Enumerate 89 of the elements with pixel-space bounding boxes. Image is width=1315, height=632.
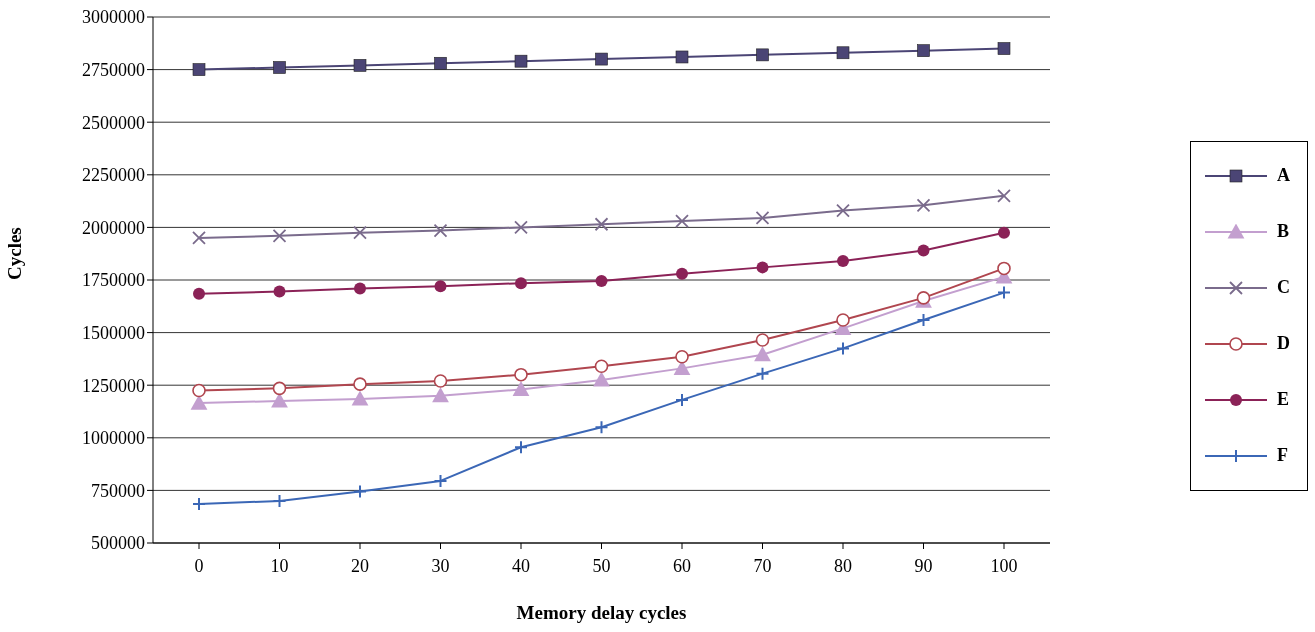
- point: [192, 383, 206, 398]
- point: [836, 203, 850, 218]
- legend-label: D: [1277, 333, 1290, 354]
- x-tick-label: 100: [990, 555, 1018, 576]
- point: [594, 217, 609, 232]
- point: [433, 374, 448, 388]
- point: [675, 350, 689, 364]
- y-tick-label: 2750000: [82, 59, 145, 80]
- y-tick-label: 500000: [91, 533, 145, 554]
- point: [514, 220, 528, 235]
- point: [193, 287, 205, 300]
- x-tick-label: 80: [834, 555, 852, 576]
- point: [594, 420, 609, 435]
- point: [433, 223, 448, 238]
- y-tick-label: 2250000: [82, 165, 145, 186]
- point: [595, 275, 608, 288]
- x-tick-label: 10: [270, 555, 289, 576]
- x-tick-label: 0: [194, 555, 204, 576]
- legend-label: A: [1277, 165, 1290, 186]
- point: [515, 277, 527, 290]
- point: [514, 440, 528, 455]
- point: [192, 497, 206, 512]
- point: [917, 244, 930, 257]
- x-axis-title: Memory delay cycles: [516, 602, 687, 623]
- point: [432, 387, 449, 403]
- legend-label: C: [1277, 277, 1290, 298]
- x-tick-label: 20: [351, 555, 369, 576]
- point: [997, 188, 1011, 203]
- point: [593, 371, 610, 387]
- point: [594, 359, 609, 374]
- point: [998, 226, 1010, 239]
- point: [353, 225, 367, 240]
- point: [353, 377, 367, 391]
- point: [756, 48, 769, 62]
- point: [354, 282, 366, 295]
- point: [754, 346, 771, 362]
- point: [272, 381, 287, 396]
- point: [755, 211, 770, 225]
- point: [434, 56, 447, 70]
- x-tick-label: 60: [673, 555, 691, 576]
- point: [676, 267, 688, 280]
- point: [192, 63, 206, 76]
- point: [917, 44, 930, 57]
- point: [514, 367, 528, 382]
- point: [273, 61, 286, 74]
- point: [836, 341, 850, 356]
- y-axis-title: Cycles: [3, 227, 25, 280]
- point: [433, 473, 448, 488]
- point: [675, 50, 689, 64]
- legend-label: E: [1277, 389, 1290, 410]
- point: [434, 280, 447, 293]
- x-tick-label: 90: [914, 555, 933, 576]
- point: [272, 228, 287, 243]
- point: [997, 42, 1011, 55]
- point: [512, 381, 530, 397]
- x-tick-label: 30: [431, 555, 450, 576]
- point: [997, 261, 1011, 276]
- point: [997, 285, 1011, 300]
- point: [192, 231, 206, 245]
- y-tick-label: 1250000: [82, 375, 145, 396]
- x-tick-label: 40: [512, 555, 530, 576]
- y-tick-label: 1750000: [82, 270, 145, 291]
- point: [675, 214, 689, 228]
- y-tick-label: 1500000: [82, 322, 145, 343]
- point: [353, 59, 367, 72]
- legend-label: F: [1277, 445, 1288, 466]
- point: [595, 52, 608, 66]
- point: [272, 493, 287, 508]
- point: [836, 46, 850, 60]
- point: [755, 333, 770, 347]
- point: [353, 484, 367, 499]
- legend-label: B: [1277, 221, 1290, 242]
- y-tick-label: 750000: [91, 480, 145, 501]
- point: [837, 255, 849, 268]
- point: [351, 390, 369, 406]
- point: [675, 392, 689, 407]
- y-tick-label: 2500000: [82, 112, 145, 133]
- point: [916, 312, 931, 327]
- point: [836, 313, 850, 327]
- point: [755, 366, 770, 381]
- point: [273, 285, 286, 298]
- y-tick-label: 2000000: [82, 217, 145, 238]
- y-tick-label: 3000000: [82, 7, 145, 28]
- y-tick-label: 1000000: [82, 428, 145, 449]
- x-tick-label: 50: [592, 555, 611, 576]
- point: [916, 198, 931, 213]
- point: [514, 54, 528, 68]
- point: [756, 261, 769, 274]
- x-tick-label: 70: [753, 555, 772, 576]
